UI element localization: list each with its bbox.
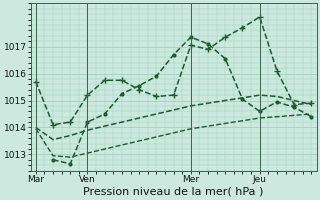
X-axis label: Pression niveau de la mer( hPa ): Pression niveau de la mer( hPa ) (84, 187, 264, 197)
